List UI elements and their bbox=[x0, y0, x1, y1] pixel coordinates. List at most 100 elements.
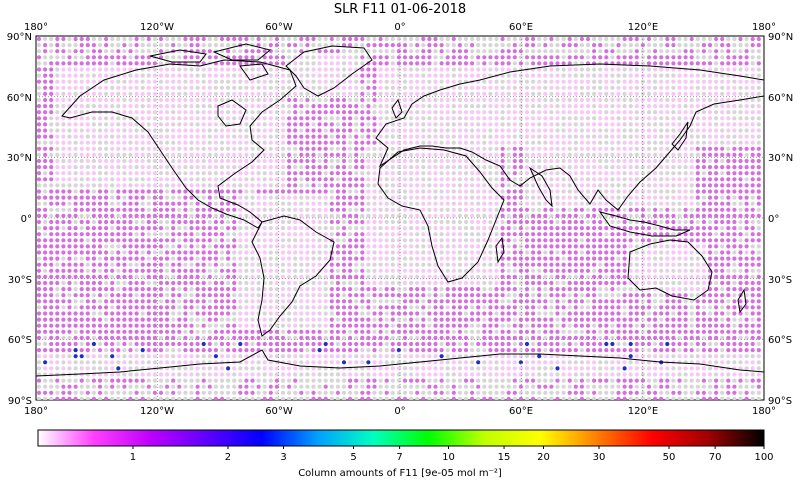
data-point bbox=[634, 43, 639, 48]
data-point bbox=[665, 110, 670, 115]
data-point bbox=[348, 256, 353, 261]
data-point bbox=[311, 280, 316, 286]
data-point bbox=[67, 274, 72, 279]
data-point bbox=[134, 43, 139, 48]
data-point bbox=[372, 134, 377, 139]
data-point bbox=[585, 97, 591, 103]
data-point bbox=[415, 165, 420, 170]
data-point bbox=[512, 122, 517, 127]
data-point bbox=[457, 183, 462, 188]
data-point bbox=[567, 85, 572, 90]
data-point bbox=[628, 140, 633, 145]
data-point bbox=[695, 232, 700, 237]
data-point bbox=[158, 122, 164, 127]
data-point bbox=[348, 207, 353, 212]
data-point bbox=[250, 268, 255, 273]
data-point bbox=[543, 79, 548, 84]
data-point bbox=[488, 219, 493, 225]
data-point bbox=[366, 238, 371, 243]
data-point bbox=[140, 262, 145, 267]
data-point bbox=[476, 97, 481, 103]
data-point bbox=[653, 73, 658, 78]
data-point bbox=[683, 67, 688, 72]
data-point bbox=[354, 262, 359, 267]
data-point bbox=[427, 36, 432, 42]
data-point bbox=[482, 189, 487, 194]
data-point bbox=[384, 67, 389, 72]
data-point bbox=[659, 85, 664, 90]
data-point bbox=[402, 280, 408, 286]
data-point bbox=[567, 122, 572, 127]
data-point bbox=[451, 116, 456, 121]
data-point bbox=[177, 97, 182, 103]
data-point bbox=[390, 256, 395, 261]
data-point bbox=[677, 91, 682, 96]
data-point bbox=[445, 43, 450, 48]
data-point bbox=[573, 250, 578, 255]
data-point bbox=[415, 116, 420, 121]
data-point bbox=[360, 91, 365, 96]
data-point bbox=[274, 165, 279, 170]
data-point bbox=[506, 226, 511, 231]
data-point bbox=[201, 43, 206, 48]
data-point bbox=[384, 195, 389, 200]
data-point bbox=[146, 91, 151, 96]
data-point bbox=[165, 73, 170, 78]
data-point bbox=[97, 183, 103, 188]
data-point bbox=[512, 177, 517, 182]
data-point bbox=[122, 189, 127, 194]
data-point bbox=[91, 152, 96, 157]
data-point bbox=[402, 85, 408, 90]
data-point bbox=[195, 134, 200, 139]
data-point bbox=[287, 140, 292, 145]
data-point bbox=[683, 79, 688, 84]
data-point bbox=[140, 116, 145, 121]
data-point bbox=[110, 171, 115, 176]
data-point bbox=[665, 55, 670, 60]
data-point bbox=[531, 116, 536, 121]
data-point bbox=[250, 146, 255, 151]
data-point bbox=[622, 146, 627, 151]
data-point bbox=[299, 97, 304, 103]
data-point bbox=[146, 189, 151, 194]
data-point bbox=[665, 213, 670, 218]
data-point bbox=[683, 73, 688, 78]
data-point bbox=[372, 128, 377, 133]
data-point bbox=[427, 158, 432, 164]
data-point bbox=[201, 146, 206, 151]
data-point bbox=[726, 79, 731, 84]
data-point bbox=[122, 116, 127, 121]
data-point bbox=[634, 91, 639, 96]
data-point bbox=[268, 165, 273, 170]
data-point bbox=[97, 55, 103, 60]
data-point bbox=[171, 97, 176, 103]
data-point bbox=[213, 280, 218, 286]
data-point bbox=[49, 195, 54, 200]
data-point bbox=[67, 91, 72, 96]
data-point bbox=[683, 280, 688, 286]
data-point bbox=[97, 43, 103, 48]
data-point bbox=[409, 183, 414, 188]
data-point bbox=[140, 280, 145, 286]
data-point bbox=[232, 262, 237, 267]
data-point bbox=[518, 207, 524, 212]
data-point bbox=[402, 43, 408, 48]
data-point bbox=[494, 91, 499, 96]
data-point bbox=[97, 49, 103, 54]
data-point bbox=[67, 158, 72, 164]
data-point bbox=[707, 91, 713, 96]
data-point bbox=[573, 140, 578, 145]
data-point bbox=[726, 226, 731, 231]
data-point bbox=[244, 171, 249, 176]
data-point bbox=[299, 140, 304, 145]
data-point bbox=[171, 213, 176, 218]
data-point bbox=[579, 219, 585, 225]
data-point bbox=[280, 287, 286, 292]
data-point bbox=[146, 97, 151, 103]
data-point bbox=[573, 280, 578, 286]
data-point bbox=[500, 189, 505, 194]
data-point bbox=[91, 165, 96, 170]
data-point bbox=[488, 189, 493, 194]
data-point bbox=[268, 201, 273, 206]
data-point bbox=[177, 36, 182, 42]
